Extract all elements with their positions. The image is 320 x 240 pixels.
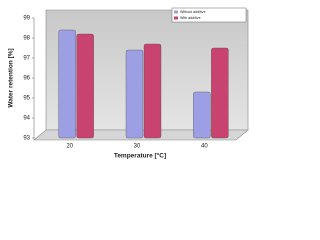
bar xyxy=(143,43,162,139)
y-tick-label: 98 xyxy=(23,36,30,42)
y-tick-label: 96 xyxy=(23,76,30,82)
chart: Water retention [%] Temperature [°C] Wit… xyxy=(8,7,249,160)
y-tick-label: 93 xyxy=(23,136,30,142)
x-tick-label: 30 xyxy=(134,144,141,150)
y-axis-title: Water retention [%] xyxy=(8,48,15,107)
y-tick-label: 99 xyxy=(23,16,30,22)
x-axis-title: Temperature [°C] xyxy=(114,152,166,160)
x-tick-label: 40 xyxy=(201,144,208,150)
legend-label: Without additive xyxy=(180,10,206,14)
bar xyxy=(58,29,76,139)
bar xyxy=(193,91,211,139)
legend-box xyxy=(171,7,247,23)
legend: Without additive With additive xyxy=(171,7,247,23)
x-tick-label: 20 xyxy=(66,144,73,150)
legend-swatch xyxy=(174,16,178,20)
bar xyxy=(125,49,144,139)
y-tick-label: 97 xyxy=(23,56,30,62)
y-tick-label: 95 xyxy=(23,96,30,102)
y-tick-label: 94 xyxy=(23,116,30,122)
legend-label: With additive xyxy=(180,16,201,20)
bar xyxy=(76,33,94,139)
legend-swatch xyxy=(174,10,178,14)
bar xyxy=(211,47,229,139)
